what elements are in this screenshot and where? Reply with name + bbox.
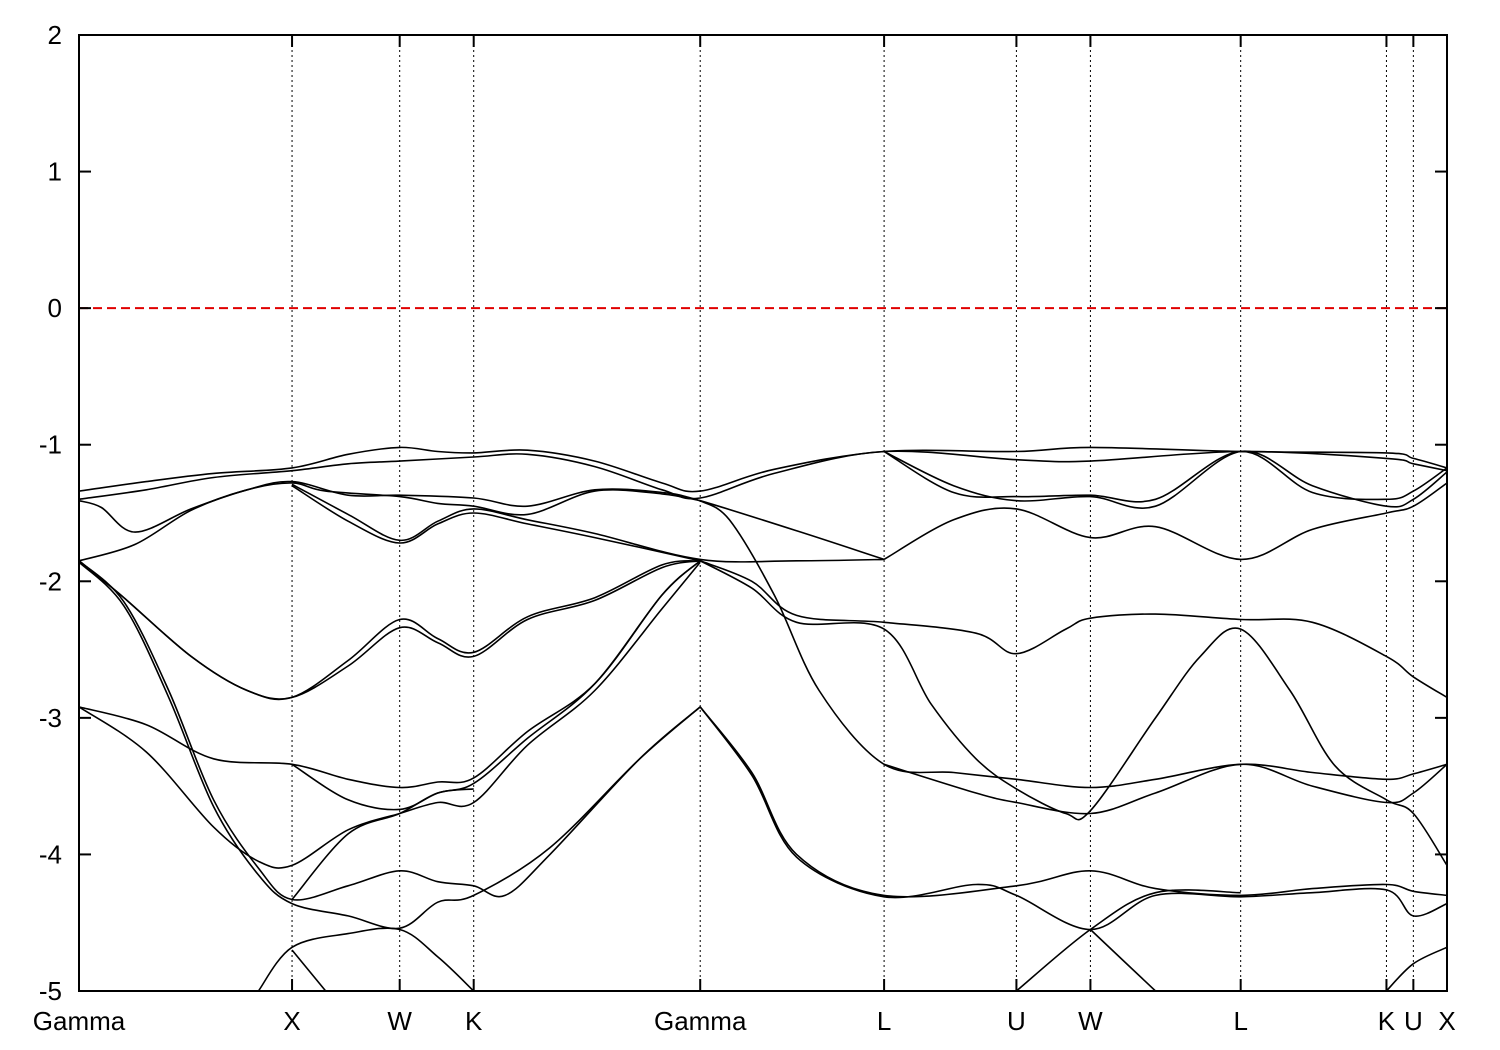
band-line: [79, 560, 701, 901]
band-line: [79, 561, 701, 869]
y-tick-label: -1: [39, 430, 62, 460]
y-tick-label: -4: [39, 839, 62, 869]
x-tick-label: X: [283, 1006, 300, 1036]
band-lines: [79, 446, 1447, 991]
x-tick-label: L: [1233, 1006, 1247, 1036]
band-line: [699, 706, 1447, 931]
y-tick-label: 1: [48, 157, 62, 187]
band-line: [883, 763, 1447, 815]
x-tick-label: Gamma: [654, 1006, 747, 1036]
y-tick-label: -2: [39, 566, 62, 596]
band-line: [1385, 946, 1447, 991]
band-line: [291, 949, 327, 991]
x-tick-label: W: [387, 1006, 412, 1036]
kpoint-gridlines: [291, 35, 1414, 991]
x-tick-label: W: [1078, 1006, 1103, 1036]
x-tick-label: K: [1378, 1006, 1396, 1036]
band-line: [291, 485, 701, 562]
x-tick-label: U: [1404, 1006, 1423, 1036]
y-tick-label: -5: [39, 976, 62, 1006]
x-tick-label: U: [1007, 1006, 1026, 1036]
band-line: [699, 560, 1447, 699]
band-line: [1015, 889, 1241, 991]
x-tick-label: X: [1438, 1006, 1455, 1036]
band-line: [291, 483, 885, 563]
band-line: [79, 482, 701, 562]
x-axis: Gamma X W K Gamma L U W L K U X: [33, 35, 1456, 1036]
y-tick-label: 2: [48, 20, 62, 50]
band-line: [257, 927, 475, 991]
band-line: [699, 560, 1447, 866]
x-tick-label: Gamma: [33, 1006, 126, 1036]
band-line: [79, 559, 701, 701]
y-tick-label: 0: [48, 293, 62, 323]
band-line: [883, 450, 1447, 503]
x-tick-label: K: [465, 1006, 483, 1036]
band-line: [79, 560, 701, 700]
band-line: [79, 450, 1447, 501]
plot-frame: [78, 34, 1448, 992]
band-line: [699, 499, 1447, 789]
band-line: [79, 446, 1447, 493]
band-line: [1089, 928, 1157, 991]
band-line: [79, 561, 701, 930]
band-line: [291, 788, 474, 901]
y-tick-label: -3: [39, 703, 62, 733]
y-axis: 2 1 0 -1 -2 -3 -4 -5: [39, 20, 1447, 1006]
band-line: [79, 480, 885, 561]
band-line: [291, 560, 701, 811]
x-tick-label: L: [877, 1006, 891, 1036]
band-line: [883, 450, 1447, 509]
band-line: [883, 482, 1447, 561]
band-line: [699, 706, 1447, 898]
